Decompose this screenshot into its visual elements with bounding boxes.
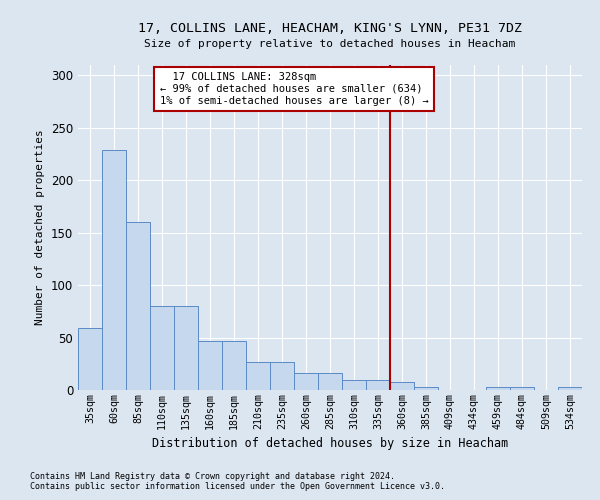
Bar — [150, 306, 174, 390]
Bar — [390, 382, 414, 390]
Text: Contains public sector information licensed under the Open Government Licence v3: Contains public sector information licen… — [30, 482, 445, 491]
Text: Contains HM Land Registry data © Crown copyright and database right 2024.: Contains HM Land Registry data © Crown c… — [30, 472, 395, 481]
Bar — [414, 387, 438, 390]
Bar — [318, 373, 342, 390]
Bar — [102, 150, 126, 390]
Text: 17 COLLINS LANE: 328sqm  
← 99% of detached houses are smaller (634)
1% of semi-: 17 COLLINS LANE: 328sqm ← 99% of detache… — [160, 72, 428, 106]
Bar — [342, 380, 366, 390]
Bar — [198, 340, 222, 390]
X-axis label: Distribution of detached houses by size in Heacham: Distribution of detached houses by size … — [152, 437, 508, 450]
Text: 17, COLLINS LANE, HEACHAM, KING'S LYNN, PE31 7DZ: 17, COLLINS LANE, HEACHAM, KING'S LYNN, … — [138, 22, 522, 36]
Bar — [294, 373, 318, 390]
Bar — [270, 362, 294, 390]
Bar — [126, 222, 150, 390]
Text: Size of property relative to detached houses in Heacham: Size of property relative to detached ho… — [145, 39, 515, 49]
Bar — [558, 387, 582, 390]
Bar — [510, 387, 534, 390]
Bar — [246, 362, 270, 390]
Bar — [222, 340, 246, 390]
Bar — [366, 380, 390, 390]
Y-axis label: Number of detached properties: Number of detached properties — [35, 130, 46, 326]
Bar — [486, 387, 510, 390]
Bar — [174, 306, 198, 390]
Bar — [78, 328, 102, 390]
